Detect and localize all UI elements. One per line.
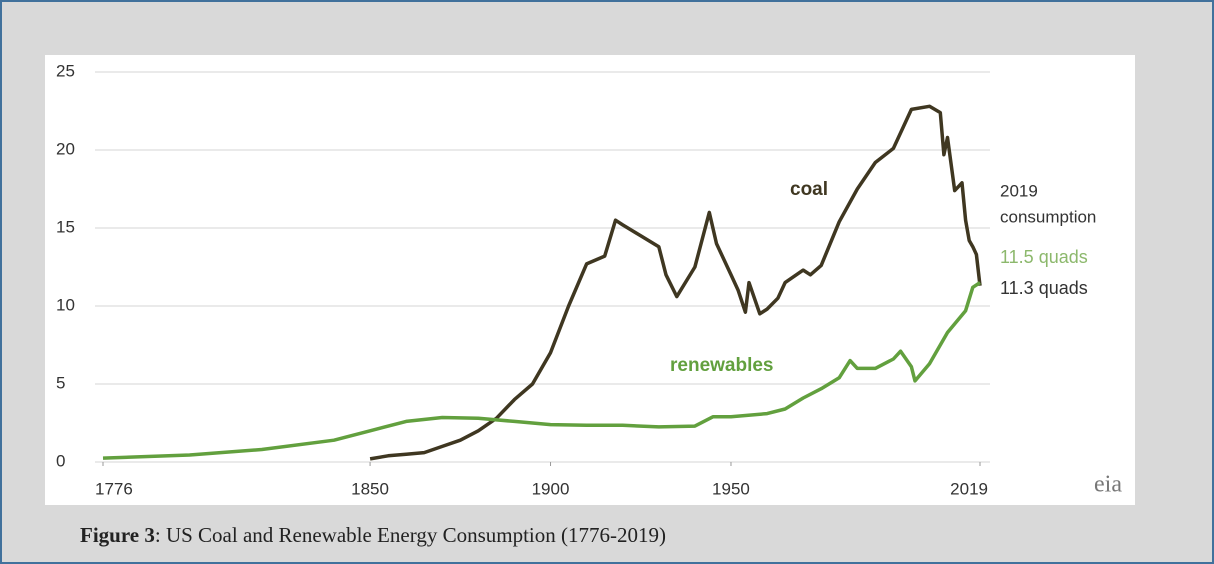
y-tick-label: 15 <box>56 217 75 236</box>
caption: Figure 3: US Coal and Renewable Energy C… <box>80 523 666 547</box>
annotation: 2019 <box>1000 181 1038 200</box>
y-tick-label: 5 <box>56 373 65 392</box>
y-tick-label: 20 <box>56 139 75 158</box>
annotation: renewables <box>670 355 774 376</box>
logo: eia <box>1094 472 1122 498</box>
x-tick-label: 1850 <box>351 479 389 498</box>
x-tick-label: 2019 <box>950 479 988 498</box>
series-line <box>102 281 981 460</box>
y-tick-label: 0 <box>56 451 65 470</box>
annotation: 11.5 quads <box>1000 247 1088 267</box>
annotation: coal <box>790 179 828 200</box>
annotation: 11.3 quads <box>1000 278 1088 298</box>
y-tick-label: 25 <box>56 61 75 80</box>
x-tick-label: 1900 <box>532 479 570 498</box>
x-tick-label: 1950 <box>712 479 750 498</box>
chart-panel <box>45 55 1135 505</box>
x-tick-label: 1776 <box>95 479 133 498</box>
series-line <box>369 104 982 461</box>
caption-label: Figure 3 <box>80 523 155 547</box>
caption-text: : US Coal and Renewable Energy Consumpti… <box>155 523 666 547</box>
annotation: consumption <box>1000 207 1096 226</box>
y-tick-label: 10 <box>56 295 75 314</box>
